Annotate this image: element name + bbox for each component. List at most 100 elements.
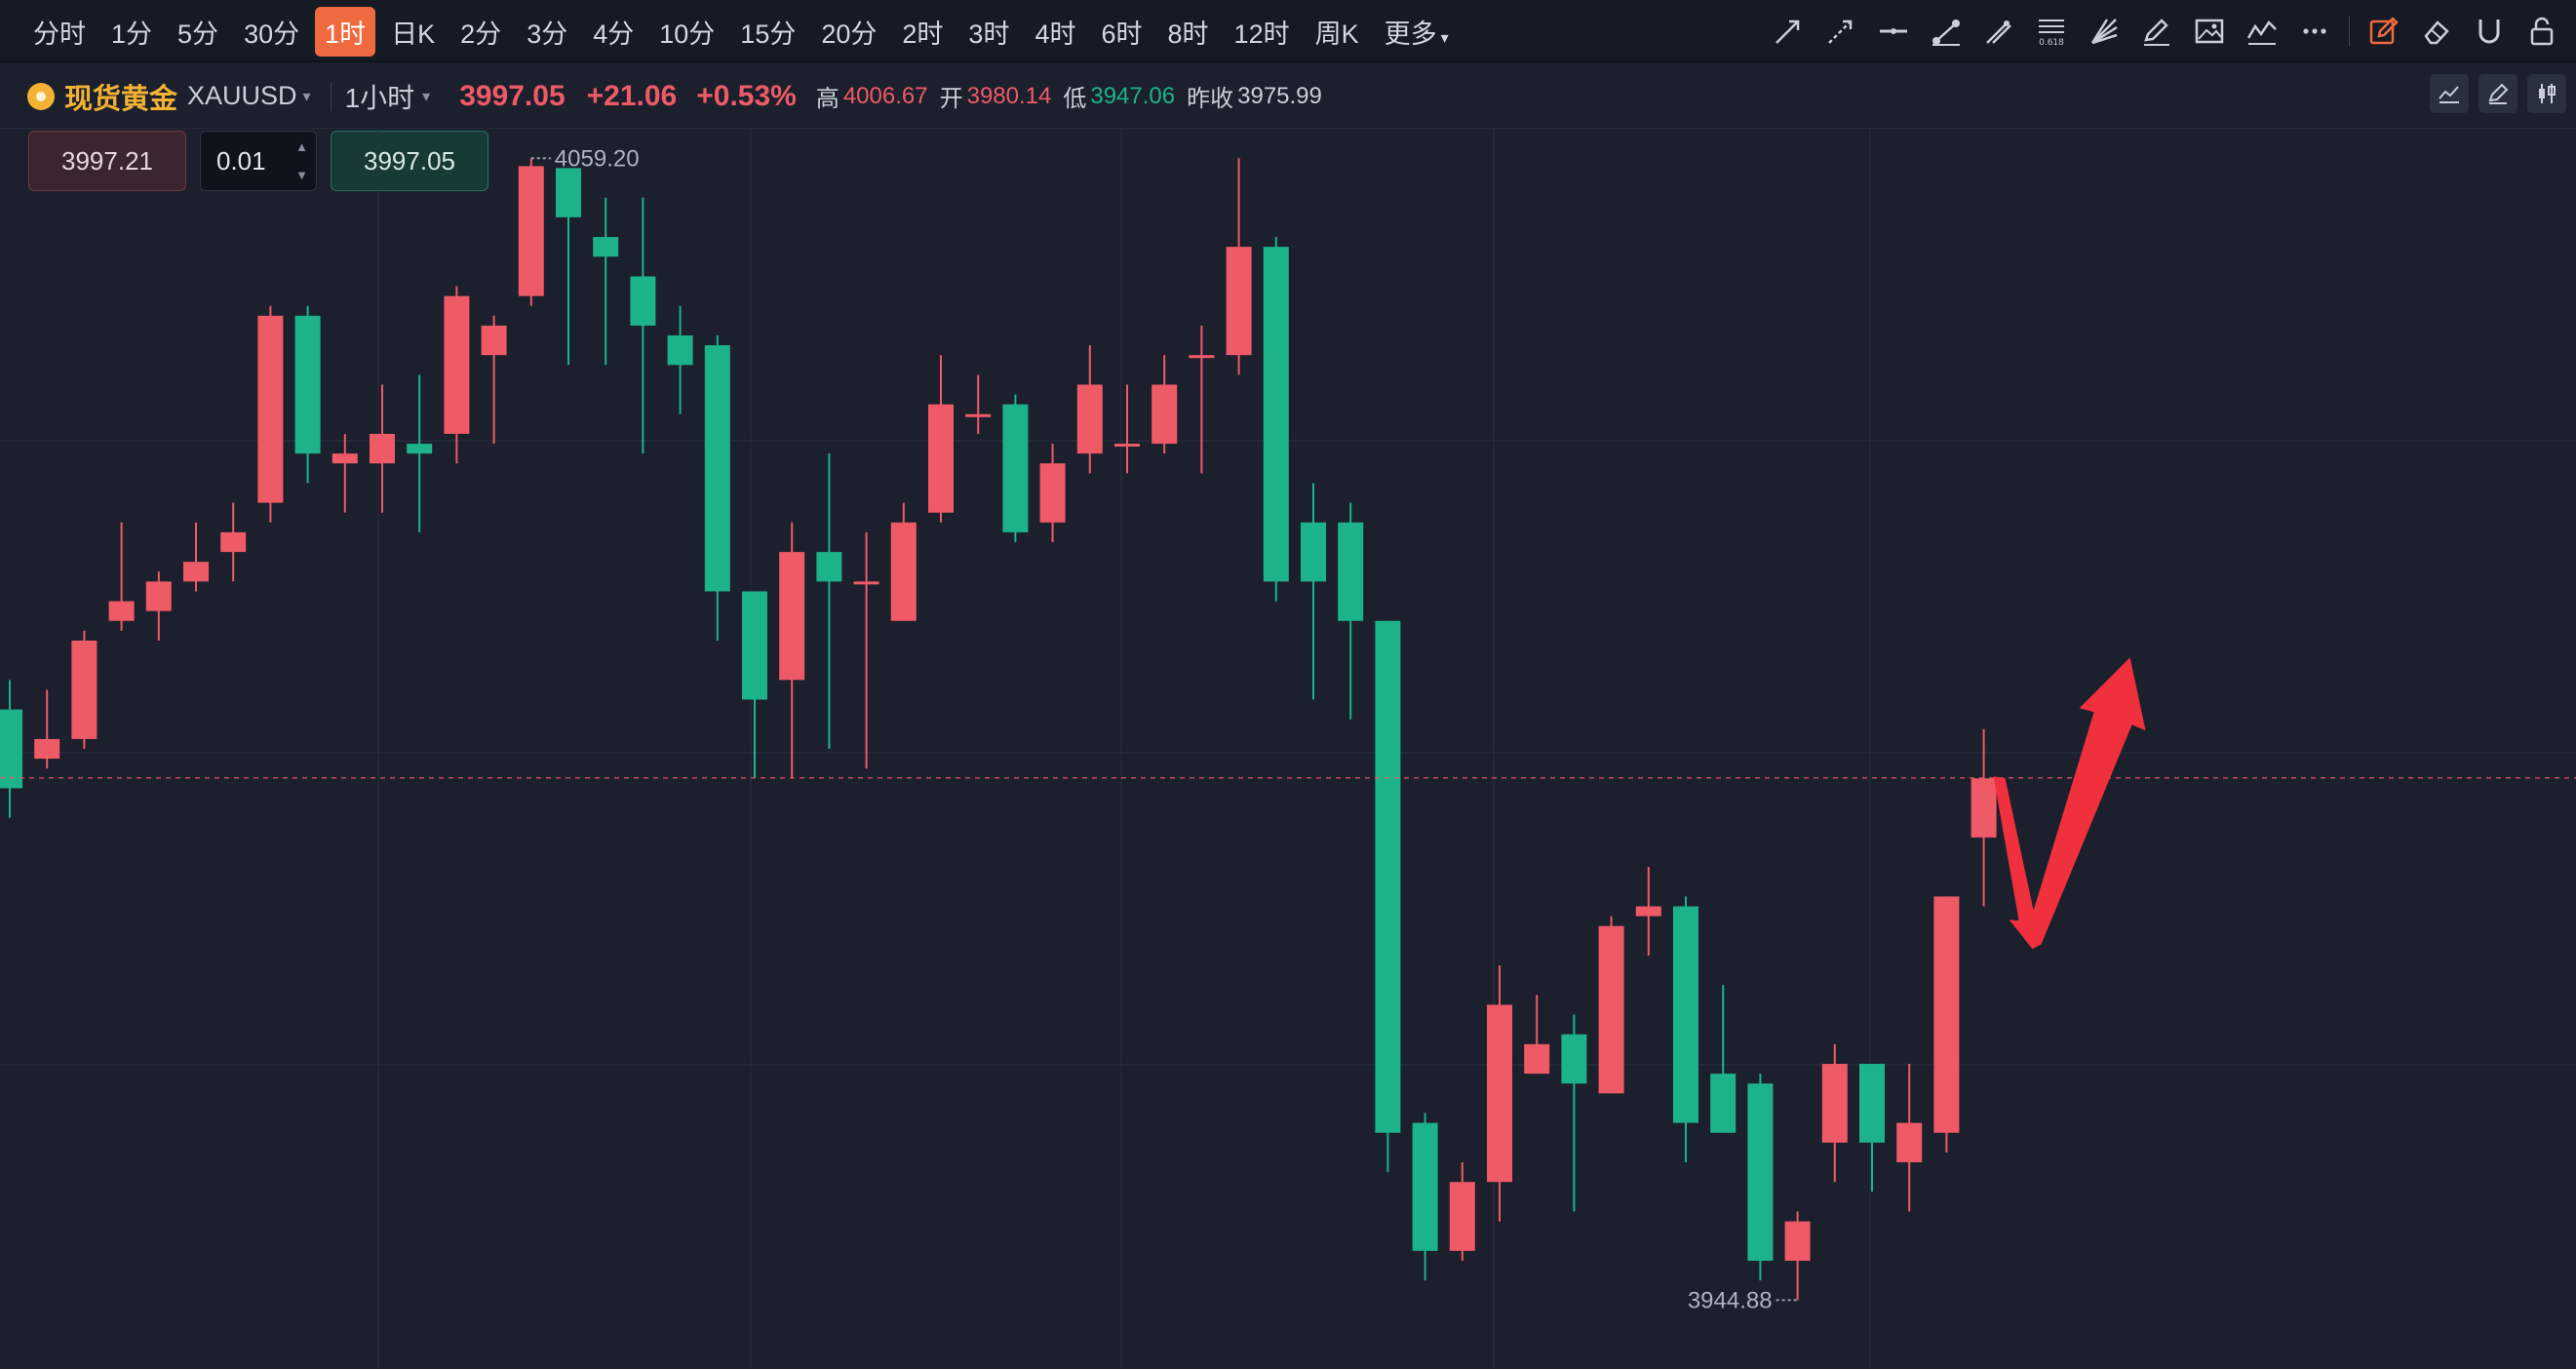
candle-21 xyxy=(779,522,805,779)
candle-23 xyxy=(853,531,879,769)
horizontal-line-icon[interactable] xyxy=(1867,5,1920,58)
candle-body xyxy=(1561,1034,1587,1084)
candle-body xyxy=(1710,1074,1737,1133)
candlestick-chart[interactable]: 4059.20 3944.88 xyxy=(0,129,2576,1369)
quantity-value[interactable]: 0.01 xyxy=(216,146,266,176)
prev-close-value: 3975.99 xyxy=(1237,82,1322,109)
timeframe-16[interactable]: 8时 xyxy=(1167,19,1209,49)
fib-retracement-icon[interactable]: 0.618 xyxy=(2025,5,2078,58)
candle-14 xyxy=(518,158,544,306)
candlestick-type-icon[interactable] xyxy=(2527,74,2566,113)
candle-29 xyxy=(1076,345,1103,474)
timeframe-2[interactable]: 5分 xyxy=(177,19,219,49)
candle-body xyxy=(481,325,507,356)
symbol-code[interactable]: XAUUSD xyxy=(187,81,297,110)
candle-body xyxy=(1784,1221,1811,1261)
high-label: 高 xyxy=(815,86,839,112)
timeframe-9[interactable]: 10分 xyxy=(659,19,716,49)
timeframe-list: 分时 1分 5分 30分 1时 日K 2分 3分 4分 10分 15分 20分 2时 3时 4时 6时 8时 12… xyxy=(23,0,1464,62)
candle-body xyxy=(1151,384,1178,445)
candle-body xyxy=(183,562,209,582)
timeframe-5[interactable]: 日K xyxy=(391,19,436,49)
timeframe-10[interactable]: 15分 xyxy=(740,19,797,49)
fan-icon[interactable] xyxy=(2078,5,2130,58)
candle-7 xyxy=(257,305,284,523)
candle-0 xyxy=(0,680,22,818)
candle-body xyxy=(928,404,954,513)
timeframe-7[interactable]: 3分 xyxy=(527,19,568,49)
high-value: 4006.67 xyxy=(842,82,928,109)
candle-body xyxy=(890,522,917,621)
candle-48 xyxy=(1784,1211,1811,1301)
timeframe-14[interactable]: 4时 xyxy=(1034,19,1076,49)
candle-40 xyxy=(1487,965,1512,1222)
candle-body xyxy=(1189,355,1215,359)
timeframe-18[interactable]: 周K xyxy=(1314,19,1359,49)
timeframe-12[interactable]: 2时 xyxy=(902,19,944,49)
candle-26 xyxy=(965,374,992,434)
low-value: 3947.06 xyxy=(1090,82,1176,109)
candle-20 xyxy=(742,591,767,779)
more-dropdown-icon[interactable]: ▾ xyxy=(1440,29,1449,47)
quantity-down-icon[interactable]: ▼ xyxy=(295,168,308,182)
pattern-icon[interactable] xyxy=(2236,5,2288,58)
edit-indicator-icon[interactable] xyxy=(2478,74,2517,113)
candle-body xyxy=(1635,906,1661,917)
timeframe-6[interactable]: 2分 xyxy=(460,19,502,49)
sell-price-button[interactable]: 3997.21 xyxy=(28,131,186,191)
timeframe-17[interactable]: 12时 xyxy=(1233,19,1290,49)
candle-17 xyxy=(630,197,656,454)
candle-body xyxy=(370,433,395,464)
line-chart-icon[interactable] xyxy=(2430,74,2469,113)
down-arrow xyxy=(1993,776,2043,950)
candle-body xyxy=(667,335,693,366)
candle-52 xyxy=(1933,896,1960,1153)
image-icon[interactable] xyxy=(2183,5,2236,58)
candle-5 xyxy=(183,522,209,592)
candle-2 xyxy=(71,630,98,749)
timeframe-19[interactable]: 更多 ▾ xyxy=(1384,19,1449,49)
timeframe-13[interactable]: 3时 xyxy=(968,19,1010,49)
timeframe-8[interactable]: 4分 xyxy=(593,19,635,49)
candle-11 xyxy=(407,374,433,532)
symbol-dropdown-icon[interactable]: ▾ xyxy=(302,88,311,105)
candle-body xyxy=(220,531,247,553)
quantity-stepper[interactable]: 0.01 ▲ ▼ xyxy=(200,131,317,191)
timeframe-15[interactable]: 6时 xyxy=(1101,19,1143,49)
lock-icon[interactable] xyxy=(2516,5,2568,58)
more-icon[interactable] xyxy=(2288,5,2341,58)
candle-18 xyxy=(667,305,693,414)
candle-44 xyxy=(1635,867,1661,956)
candle-28 xyxy=(1039,444,1066,542)
chart-type-tools xyxy=(2430,74,2576,113)
brush-icon[interactable] xyxy=(2130,5,2183,58)
candle-body xyxy=(1301,522,1326,582)
parallel-line-icon[interactable] xyxy=(1972,5,2025,58)
trend-line-icon[interactable] xyxy=(1762,5,1815,58)
candle-body xyxy=(1338,522,1364,621)
timeframe-4[interactable]: 1时 xyxy=(315,6,376,57)
eraser-icon[interactable] xyxy=(2410,5,2463,58)
timeframe-0[interactable]: 分时 xyxy=(33,19,86,49)
up-arrow xyxy=(2024,657,2146,950)
candle-body xyxy=(1821,1064,1848,1143)
divider xyxy=(330,81,332,111)
candle-body xyxy=(704,345,730,592)
candle-body xyxy=(1598,925,1624,1094)
open-label: 开 xyxy=(939,86,963,112)
interval-dropdown-icon[interactable]: ▾ xyxy=(422,88,431,105)
candle-body xyxy=(1971,778,1997,838)
ray-icon[interactable] xyxy=(1815,5,1867,58)
symbol-name[interactable]: 现货黄金 xyxy=(64,83,178,115)
timeframe-1[interactable]: 1分 xyxy=(111,19,153,49)
magnet-icon[interactable] xyxy=(2463,5,2516,58)
interval-selector[interactable]: 1小时 xyxy=(344,82,415,113)
candle-body xyxy=(1524,1043,1550,1075)
draw-mode-icon[interactable] xyxy=(2358,5,2410,58)
timeframe-11[interactable]: 20分 xyxy=(821,19,878,49)
quantity-up-icon[interactable]: ▲ xyxy=(295,139,308,154)
buy-price-button[interactable]: 3997.05 xyxy=(331,131,488,191)
candle-12 xyxy=(444,286,470,464)
segment-icon[interactable] xyxy=(1920,5,1972,58)
timeframe-3[interactable]: 30分 xyxy=(244,19,300,49)
